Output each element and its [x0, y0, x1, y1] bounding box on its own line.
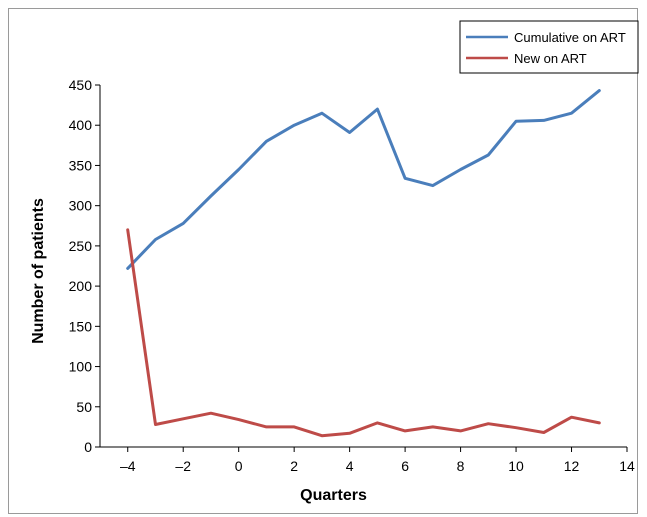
data-point [320, 434, 323, 437]
data-point [570, 112, 573, 115]
data-point [126, 228, 129, 231]
y-tick-label: 50 [76, 399, 92, 415]
data-point [431, 425, 434, 428]
axes [99, 85, 627, 448]
x-tick-label: 10 [508, 458, 524, 474]
data-point [348, 131, 351, 134]
data-point [376, 421, 379, 424]
data-point [376, 108, 379, 111]
x-ticks: –4 –2 0 2 4 6 8 10 12 14 [120, 447, 635, 474]
legend: Cumulative on ART New on ART [459, 20, 639, 74]
x-tick-label: 12 [564, 458, 580, 474]
y-tick-label: 250 [69, 238, 93, 254]
data-point [265, 425, 268, 428]
legend-box [459, 20, 639, 74]
data-point [598, 421, 601, 424]
y-tick-label: 300 [69, 198, 93, 214]
x-tick-label: 14 [619, 458, 635, 474]
x-tick-label: 2 [290, 458, 298, 474]
data-point [404, 429, 407, 432]
data-point [459, 168, 462, 171]
x-tick-label: 8 [457, 458, 465, 474]
data-point [293, 425, 296, 428]
y-tick-label: 100 [69, 359, 93, 375]
data-point [237, 168, 240, 171]
y-tick-label: 450 [69, 77, 93, 93]
data-point [542, 431, 545, 434]
data-point [126, 267, 129, 270]
data-point [404, 177, 407, 180]
data-point [293, 124, 296, 127]
y-tick-label: 200 [69, 278, 93, 294]
x-tick-label: 4 [346, 458, 354, 474]
x-tick-label: –2 [175, 458, 191, 474]
data-point [459, 429, 462, 432]
data-point [570, 416, 573, 419]
x-tick-label: 6 [401, 458, 409, 474]
y-axis-title: Number of patients [30, 198, 47, 344]
data-point [431, 184, 434, 187]
x-axis-title: Quarters [300, 487, 367, 504]
y-tick-label: 350 [69, 157, 93, 173]
x-tick-label: –4 [120, 458, 136, 474]
data-point [598, 89, 601, 92]
y-tick-label: 400 [69, 117, 93, 133]
data-point [348, 432, 351, 435]
series-line-0 [126, 89, 601, 270]
series-line-1 [126, 228, 601, 438]
data-point [237, 418, 240, 421]
data-point [209, 412, 212, 415]
legend-label-new: New on ART [514, 51, 587, 66]
y-tick-label: 150 [69, 318, 93, 334]
data-point [154, 238, 157, 241]
data-point [209, 195, 212, 198]
data-point [265, 140, 268, 143]
data-point [515, 120, 518, 123]
data-point [182, 222, 185, 225]
legend-label-cumulative: Cumulative on ART [514, 30, 626, 45]
data-point [515, 426, 518, 429]
x-tick-label: 0 [235, 458, 243, 474]
data-point [182, 417, 185, 420]
data-point [320, 112, 323, 115]
data-point [542, 119, 545, 122]
series-layer [126, 89, 601, 438]
data-point [487, 153, 490, 156]
data-point [487, 422, 490, 425]
y-tick-label: 0 [84, 439, 92, 455]
data-point [154, 423, 157, 426]
y-ticks: 0 50 100 150 200 250 300 350 400 450 [69, 77, 100, 455]
